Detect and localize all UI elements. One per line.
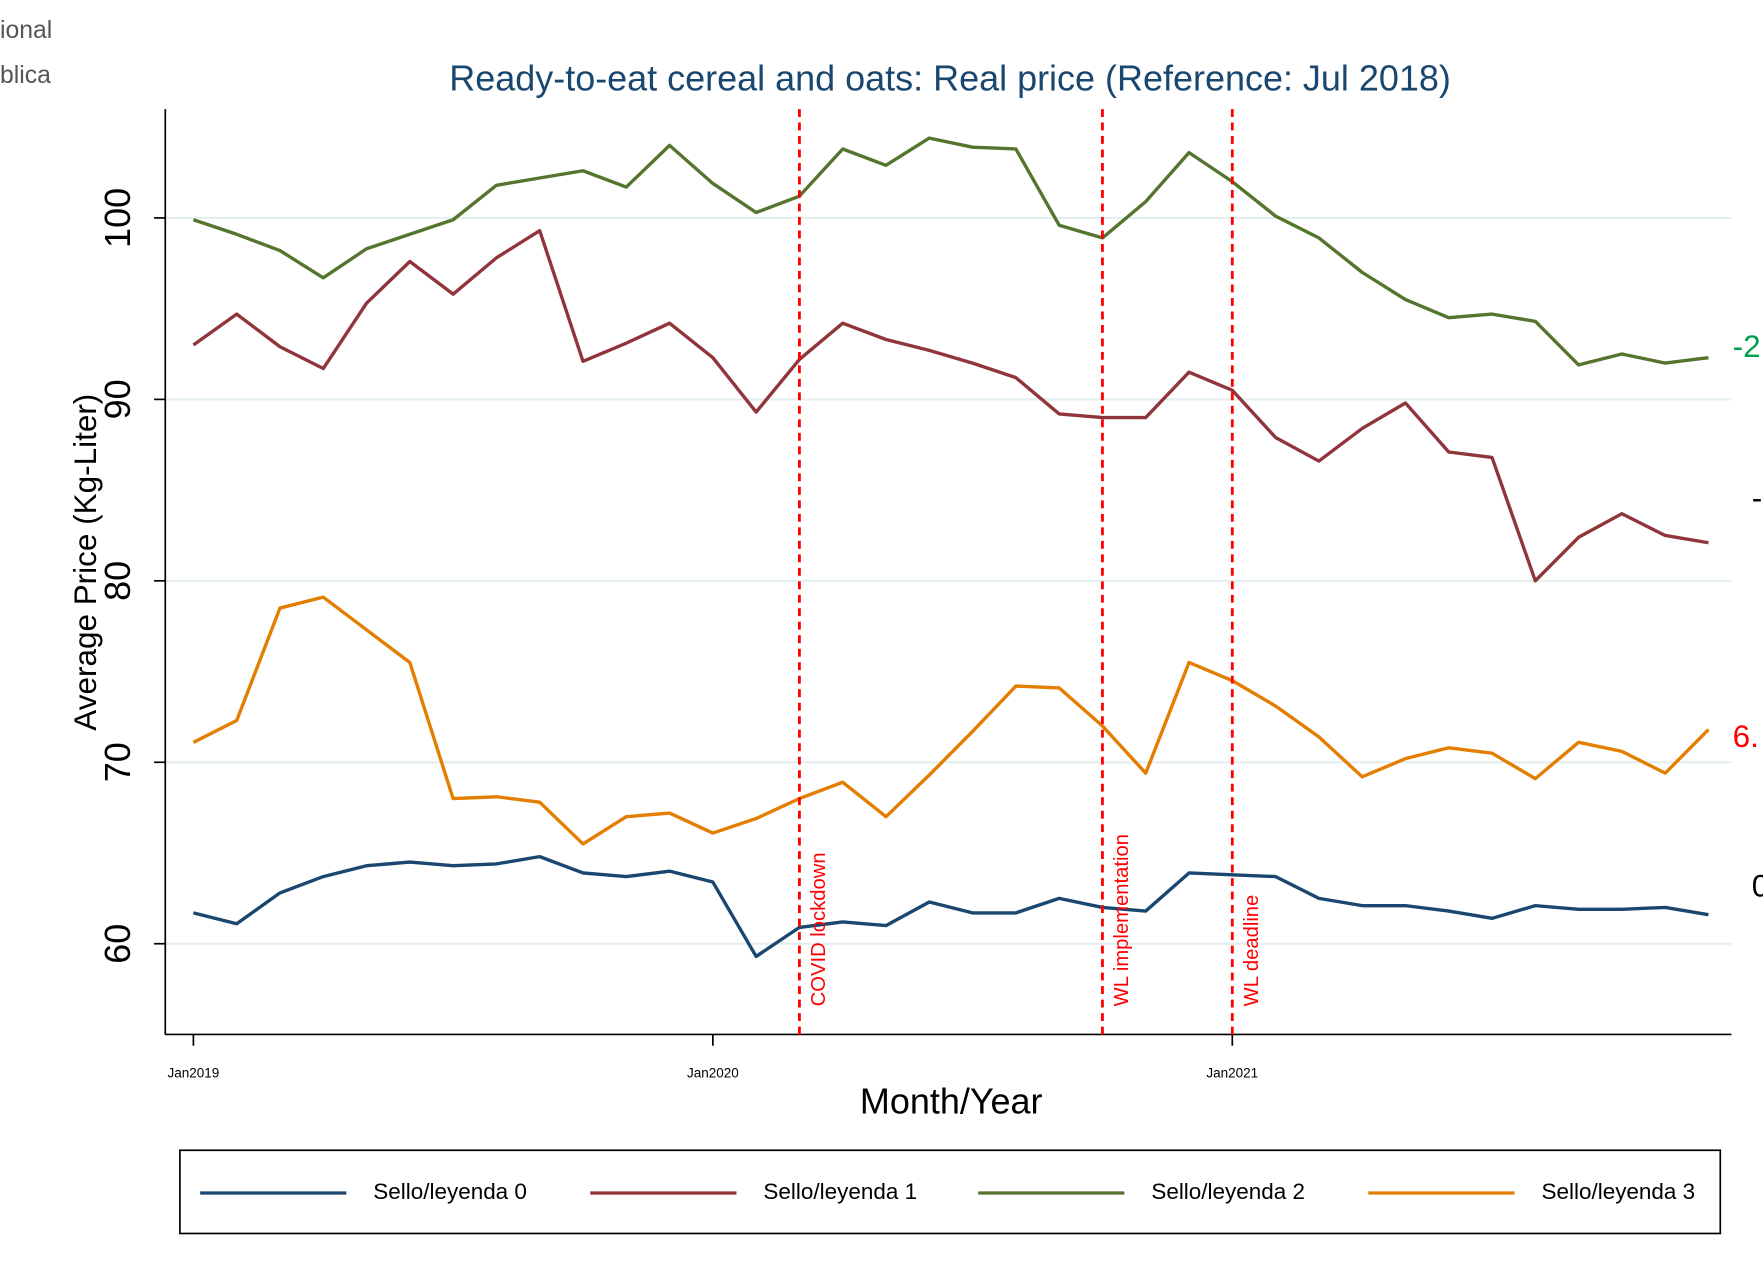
y-tick-label: 60 — [97, 924, 138, 964]
header-fragment: blica — [0, 62, 51, 89]
y-axis-title: Average Price (Kg-Liter) — [68, 394, 103, 731]
series-line — [192, 136, 1709, 367]
event-label: COVID lockdown — [808, 852, 830, 1006]
series-line — [192, 854, 1709, 959]
x-tick-label: Jan2020 — [687, 1065, 739, 1080]
x-tick-label: Jan2019 — [168, 1065, 220, 1080]
legend-label: Sello/leyenda 0 — [373, 1179, 527, 1204]
chart-title: Ready-to-eat cereal and oats: Real price… — [449, 57, 1451, 98]
y-tick-label: 100 — [97, 188, 138, 248]
side-label: -2 — [1733, 329, 1761, 364]
series-line — [192, 228, 1709, 583]
x-tick-label: Jan2021 — [1206, 1065, 1258, 1080]
event-label: WL deadline — [1241, 895, 1263, 1007]
y-tick-label: 70 — [97, 742, 138, 782]
side-label: - — [1752, 481, 1762, 516]
event-label: WL implementation — [1111, 834, 1133, 1006]
side-label: 6. — [1733, 719, 1759, 754]
header-fragment: ional — [0, 17, 52, 44]
legend-label: Sello/leyenda 1 — [763, 1179, 917, 1204]
y-tick-label: 90 — [97, 379, 138, 419]
legend-label: Sello/leyenda 2 — [1151, 1179, 1305, 1204]
y-tick-label: 80 — [97, 561, 138, 601]
series-line — [192, 595, 1710, 846]
legend-label: Sello/leyenda 3 — [1542, 1179, 1696, 1204]
x-axis-title: Month/Year — [860, 1081, 1043, 1122]
legend-box — [179, 1149, 1722, 1235]
side-label: 0 — [1752, 869, 1763, 904]
